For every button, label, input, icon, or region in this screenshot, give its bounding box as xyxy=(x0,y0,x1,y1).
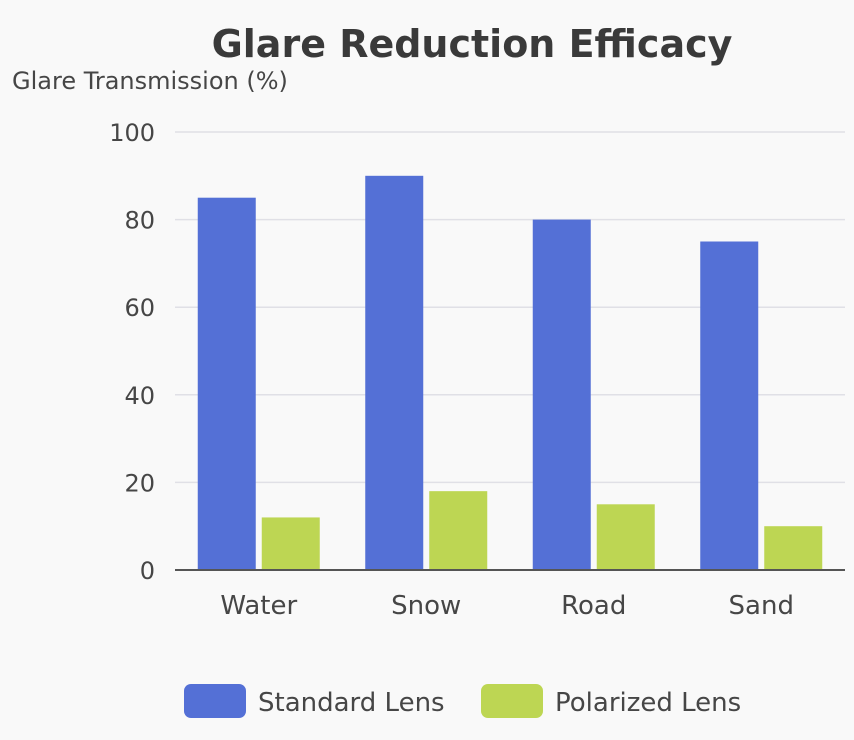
legend: Standard Lens Polarized Lens xyxy=(184,684,741,718)
legend-swatch-standard-lens xyxy=(184,684,246,718)
bar-polarized-lens-sand xyxy=(764,526,823,570)
x-tick-label-sand: Sand xyxy=(729,591,794,621)
legend-swatch-polarized-lens xyxy=(481,684,543,718)
x-axis-categories: Water Snow Road Sand xyxy=(220,591,794,621)
bar-standard-lens-sand xyxy=(700,241,759,570)
bars xyxy=(197,175,823,571)
y-axis-ticks: 0 20 40 60 80 100 xyxy=(109,119,155,585)
bar-polarized-lens-road xyxy=(596,504,655,570)
bar-standard-lens-water xyxy=(197,197,256,570)
y-tick-label-80: 80 xyxy=(124,207,155,235)
y-tick-label-20: 20 xyxy=(124,469,155,497)
legend-label-polarized-lens: Polarized Lens xyxy=(555,688,741,718)
y-tick-label-40: 40 xyxy=(124,382,155,410)
y-axis-label: Glare Transmission (%) xyxy=(12,67,288,95)
y-tick-label-100: 100 xyxy=(109,119,155,147)
y-tick-label-0: 0 xyxy=(140,557,155,585)
legend-label-standard-lens: Standard Lens xyxy=(258,688,445,718)
bar-standard-lens-road xyxy=(532,219,591,570)
y-tick-label-60: 60 xyxy=(124,294,155,322)
x-tick-label-road: Road xyxy=(561,591,626,621)
x-tick-label-water: Water xyxy=(220,591,297,621)
bar-polarized-lens-snow xyxy=(429,491,488,570)
bar-polarized-lens-water xyxy=(261,517,320,570)
x-tick-label-snow: Snow xyxy=(391,591,461,621)
chart-title: Glare Reduction Efficacy xyxy=(212,22,733,66)
bar-standard-lens-snow xyxy=(365,175,424,571)
